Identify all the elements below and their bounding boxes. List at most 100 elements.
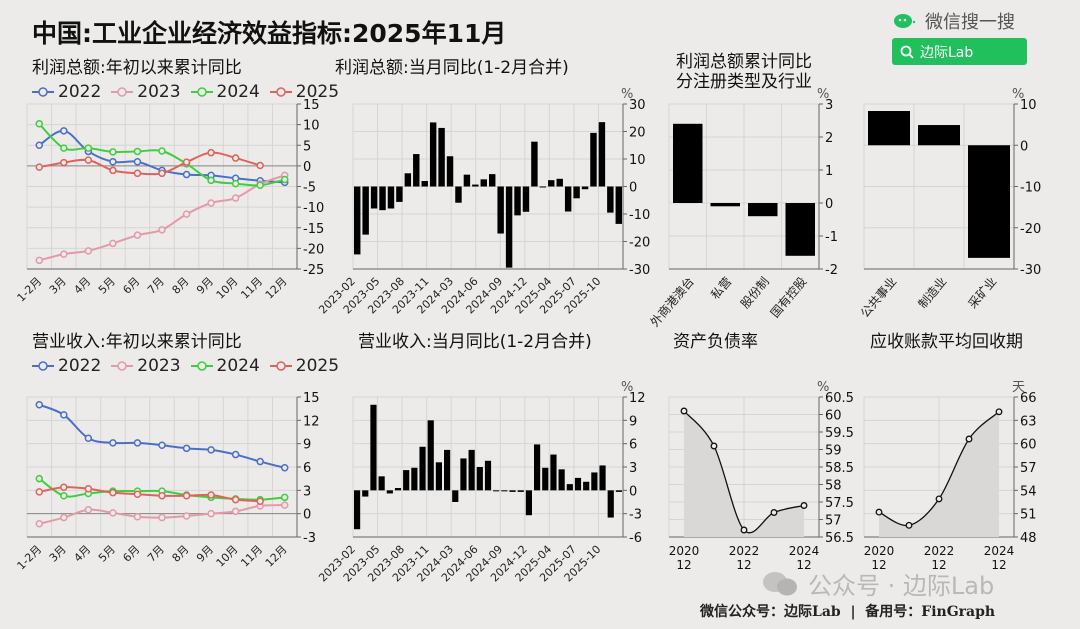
panel-title-profit-by-type: 利润总额累计同比 分注册类型及行业	[676, 52, 812, 92]
svg-text:%: %	[817, 87, 829, 102]
bar	[918, 125, 960, 146]
bar	[710, 203, 740, 207]
svg-text:0: 0	[303, 508, 311, 523]
legend-marker-icon	[111, 361, 134, 371]
svg-text:11月: 11月	[238, 275, 265, 302]
bar	[968, 145, 1010, 258]
bar	[590, 132, 597, 187]
bar	[497, 186, 504, 234]
svg-text:60: 60	[1020, 438, 1037, 453]
bar	[394, 488, 402, 491]
svg-text:国有控股: 国有控股	[768, 275, 810, 321]
svg-text:0: 0	[1020, 139, 1028, 154]
bar	[484, 460, 492, 491]
svg-text:外商港澳台: 外商港澳台	[647, 274, 697, 330]
svg-text:9月: 9月	[194, 275, 216, 297]
bar	[489, 174, 496, 187]
bar	[558, 469, 565, 491]
wechat-search-brand: 微信搜一搜	[893, 8, 1015, 34]
panel-title-debt-ratio: 资产负债率	[673, 332, 758, 352]
bar	[539, 186, 547, 188]
svg-text:20: 20	[629, 126, 646, 141]
bar	[411, 467, 418, 491]
svg-text:股份制: 股份制	[738, 275, 772, 312]
legend-marker-icon	[269, 361, 292, 371]
svg-text:66: 66	[1020, 391, 1037, 406]
svg-text:56.5: 56.5	[825, 531, 854, 546]
bar	[444, 449, 451, 491]
svg-text:5: 5	[303, 139, 311, 154]
svg-text:3月: 3月	[47, 543, 69, 565]
svg-text:1-2月: 1-2月	[15, 543, 45, 573]
legend-item-2022: 2022	[32, 82, 101, 102]
legend-profit: 2022 2023 2024 2025	[32, 82, 339, 102]
svg-text:60.5: 60.5	[825, 391, 854, 406]
bar	[446, 156, 454, 187]
series-line-2025	[39, 486, 261, 503]
bar	[509, 490, 516, 492]
svg-text:-20: -20	[303, 242, 324, 257]
svg-text:7月: 7月	[145, 543, 167, 565]
bar	[517, 490, 524, 492]
bar	[460, 458, 467, 491]
legend-marker-icon	[32, 361, 54, 371]
svg-text:4月: 4月	[71, 275, 93, 297]
svg-text:12: 12	[796, 558, 811, 572]
svg-text:9: 9	[303, 438, 311, 453]
bar	[599, 465, 606, 491]
bar	[362, 490, 369, 497]
svg-text:2020: 2020	[864, 544, 895, 558]
svg-text:2024: 2024	[984, 544, 1015, 558]
bar	[607, 186, 614, 213]
svg-text:0: 0	[825, 197, 833, 212]
svg-text:59.5: 59.5	[825, 426, 854, 441]
bar	[421, 181, 428, 187]
legend-item-2023: 2023	[111, 82, 181, 102]
bar	[522, 186, 530, 212]
bar	[501, 490, 508, 492]
svg-text:%: %	[1012, 87, 1024, 102]
bar	[531, 141, 538, 187]
svg-text:2: 2	[825, 131, 833, 146]
bar	[386, 490, 393, 494]
svg-text:12: 12	[871, 558, 886, 572]
svg-text:2024: 2024	[789, 544, 820, 558]
svg-text:%: %	[817, 380, 829, 395]
bar	[514, 186, 521, 216]
svg-text:6月: 6月	[120, 275, 142, 297]
bar	[542, 467, 549, 491]
svg-text:12: 12	[676, 558, 691, 572]
bar	[452, 490, 459, 502]
svg-text:-1: -1	[825, 230, 838, 245]
search-button[interactable]: 边际Lab	[892, 38, 1027, 65]
svg-text:采矿业: 采矿业	[965, 275, 999, 312]
bar	[548, 180, 555, 187]
svg-text:6: 6	[629, 438, 637, 453]
svg-text:0: 0	[303, 160, 311, 175]
svg-text:0: 0	[629, 484, 637, 499]
bar	[468, 449, 475, 491]
panel-title-profit-monthly: 利润总额:当月同比(1-2月合并)	[335, 58, 569, 78]
legend-marker-icon	[190, 361, 213, 371]
wechat-official-icon	[763, 571, 797, 595]
svg-text:-15: -15	[303, 222, 324, 237]
svg-text:12: 12	[629, 391, 646, 406]
svg-text:12月: 12月	[263, 543, 290, 570]
watermark: 公众号 · 边际Lab	[760, 566, 994, 601]
svg-text:57.5: 57.5	[825, 496, 854, 511]
watermark-text: 公众号 · 边际Lab	[808, 572, 995, 600]
svg-text:3: 3	[629, 461, 637, 476]
svg-text:天: 天	[1012, 380, 1025, 395]
svg-text:10: 10	[1020, 98, 1037, 113]
bar	[396, 186, 403, 202]
bar	[370, 186, 378, 209]
svg-text:10月: 10月	[214, 543, 241, 570]
bar	[525, 490, 532, 516]
svg-text:-10: -10	[1020, 181, 1041, 196]
svg-text:48: 48	[1020, 531, 1037, 546]
svg-text:-10: -10	[629, 208, 650, 223]
bar	[404, 173, 412, 187]
svg-text:7月: 7月	[145, 275, 167, 297]
bar	[480, 179, 487, 187]
